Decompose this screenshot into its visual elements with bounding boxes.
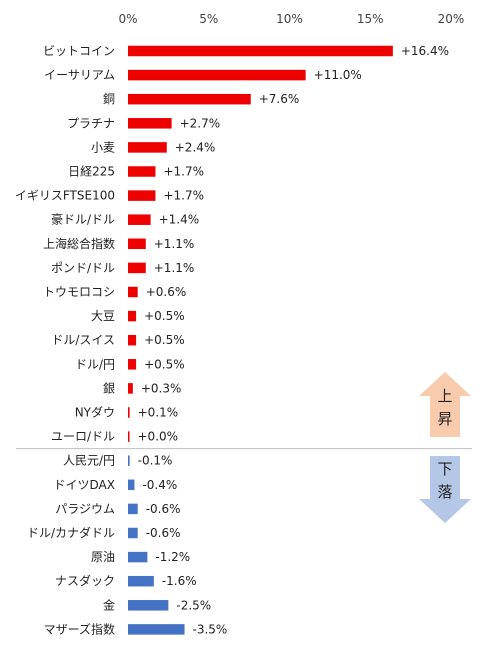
up-label: 上 bbox=[437, 387, 452, 405]
down-arrow-icon bbox=[419, 456, 471, 523]
category-label: パラジウム bbox=[55, 502, 115, 516]
category-label: 日経225 bbox=[68, 165, 115, 179]
category-label: 上海総合指数 bbox=[43, 236, 115, 251]
category-label: ドル/カナダドル bbox=[27, 525, 115, 540]
category-label: ナスダック bbox=[55, 573, 115, 588]
bar bbox=[128, 359, 137, 370]
data-label: +16.4% bbox=[401, 44, 449, 58]
data-label: +11.0% bbox=[314, 68, 362, 82]
category-label: ポンド/ドル bbox=[51, 261, 115, 275]
data-label: +1.1% bbox=[154, 237, 195, 251]
bar bbox=[128, 624, 185, 635]
data-labels: +16.4% +11.0% +7.6% +2.7% +2.4% +1.7% +1.7% +1.… bbox=[138, 44, 450, 636]
category-label: マザーズ指数 bbox=[44, 621, 115, 636]
down-label: 落 bbox=[437, 483, 452, 501]
data-label: -3.5% bbox=[193, 622, 228, 636]
data-label: -0.4% bbox=[142, 478, 177, 492]
category-label: NYダウ bbox=[75, 405, 115, 420]
data-label: -1.6% bbox=[162, 574, 197, 588]
category-label: ドイツDAX bbox=[54, 478, 115, 492]
data-label: -0.6% bbox=[146, 502, 181, 516]
data-label: +0.0% bbox=[138, 430, 179, 444]
category-label: ドル/スイス bbox=[51, 333, 115, 347]
data-label: +0.1% bbox=[138, 406, 179, 420]
data-label: -0.6% bbox=[146, 526, 181, 540]
bar bbox=[128, 431, 130, 442]
category-label: プラチナ bbox=[67, 116, 115, 130]
category-label: 金 bbox=[103, 597, 115, 612]
data-label: -0.1% bbox=[138, 454, 173, 468]
bar bbox=[128, 575, 154, 587]
bar bbox=[128, 238, 146, 250]
data-label: +0.5% bbox=[144, 333, 185, 347]
down-label: 下 bbox=[437, 460, 452, 478]
bar bbox=[128, 166, 156, 177]
bar bbox=[128, 310, 137, 322]
bar bbox=[128, 45, 393, 57]
data-label: +0.5% bbox=[144, 309, 185, 323]
data-label: +0.5% bbox=[144, 357, 185, 371]
data-label: +1.7% bbox=[163, 165, 204, 179]
bar bbox=[128, 383, 133, 394]
bar bbox=[128, 214, 151, 225]
bar bbox=[128, 118, 172, 129]
x-tick-label: 15% bbox=[357, 12, 384, 26]
bar bbox=[128, 262, 146, 274]
bar bbox=[128, 142, 167, 153]
category-label: ビットコイン bbox=[43, 44, 115, 58]
x-tick-label: 20% bbox=[438, 12, 465, 26]
category-label: 人民元/円 bbox=[63, 454, 115, 468]
data-label: +2.4% bbox=[175, 140, 216, 154]
bar bbox=[128, 93, 251, 105]
x-tick-label: 5% bbox=[199, 12, 218, 26]
category-label: トウモロコシ bbox=[43, 285, 115, 299]
bar bbox=[128, 527, 138, 539]
x-axis-ticks: 0% 5% 10% 15% 20% bbox=[118, 12, 464, 26]
data-label: +0.6% bbox=[146, 285, 187, 299]
data-label: +1.4% bbox=[159, 213, 200, 227]
data-label: -1.2% bbox=[155, 550, 190, 564]
data-label: +1.1% bbox=[154, 261, 195, 275]
bars bbox=[128, 45, 393, 635]
x-tick-label: 0% bbox=[118, 12, 137, 26]
category-label: 小麦 bbox=[91, 140, 115, 154]
x-tick-label: 10% bbox=[276, 12, 303, 26]
up-label: 昇 bbox=[437, 410, 452, 428]
bar bbox=[128, 600, 169, 611]
category-label: 原油 bbox=[91, 550, 115, 564]
bar bbox=[128, 286, 138, 298]
bar bbox=[128, 190, 156, 201]
bar bbox=[128, 334, 137, 346]
category-label: 大豆 bbox=[91, 309, 115, 323]
category-label: ユーロ/ドル bbox=[51, 430, 115, 444]
bar bbox=[128, 479, 135, 491]
data-label: -2.5% bbox=[176, 598, 211, 612]
data-label: +1.7% bbox=[163, 189, 204, 203]
bar bbox=[128, 551, 148, 563]
category-label: イーサリアム bbox=[44, 68, 115, 82]
category-label: ドル/円 bbox=[75, 357, 115, 371]
bar bbox=[128, 69, 306, 81]
category-label: 豪ドル/ドル bbox=[51, 212, 115, 227]
category-label: 銀 bbox=[103, 381, 115, 395]
data-label: +2.7% bbox=[180, 116, 221, 130]
category-label: 銅 bbox=[103, 92, 115, 106]
up-arrow-icon bbox=[419, 372, 471, 437]
data-label: +0.3% bbox=[141, 381, 182, 395]
bar bbox=[128, 503, 138, 515]
bar bbox=[128, 455, 130, 466]
data-label: +7.6% bbox=[259, 92, 300, 106]
category-label: イギリスFTSE100 bbox=[15, 189, 115, 203]
bar bbox=[128, 407, 130, 418]
